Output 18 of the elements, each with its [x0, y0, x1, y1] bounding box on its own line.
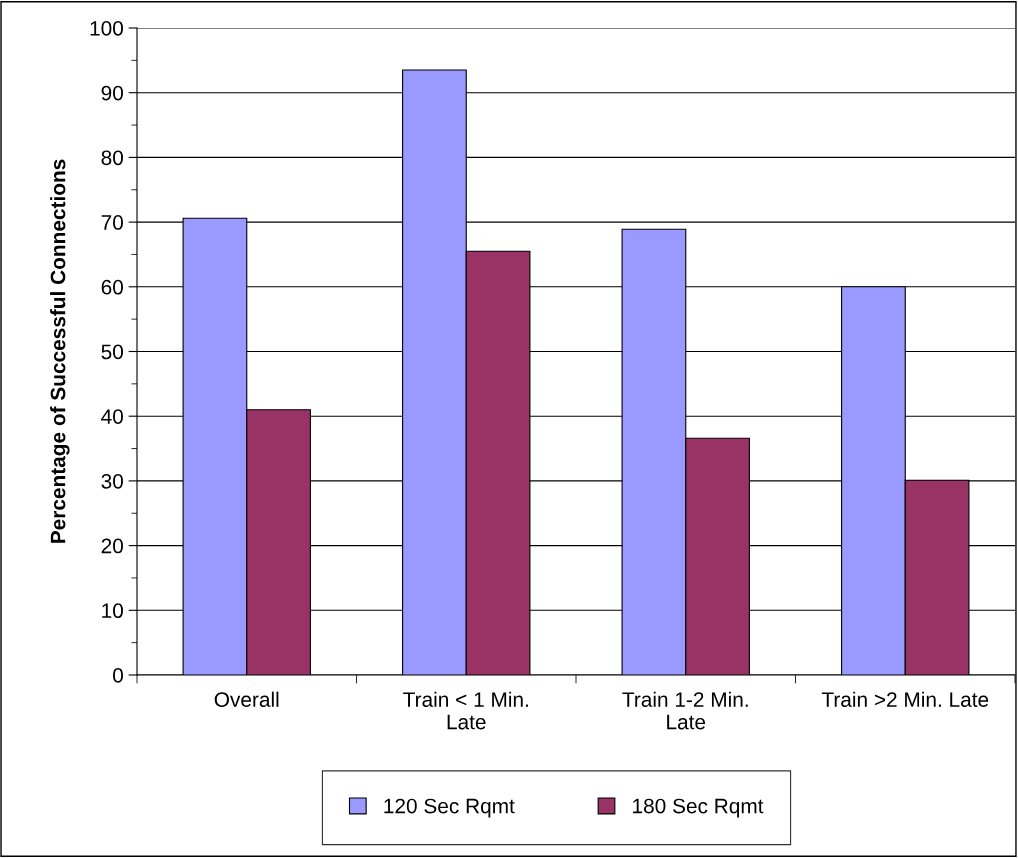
y-axis-title: Percentage of Successful Connections — [50, 159, 70, 543]
y-tick-label: 10 — [102, 603, 123, 619]
y-tick-label: 40 — [101, 409, 123, 424]
x-tick-label: Overall — [214, 691, 279, 707]
y-tick-label: 50 — [101, 344, 123, 360]
y-tick-label: 0 — [113, 668, 123, 683]
y-tick-label: 80 — [101, 150, 123, 166]
y-tick-label: 20 — [101, 538, 123, 554]
x-tick-label: Train >2 Min. Late — [821, 691, 989, 707]
y-tick-label: 30 — [101, 473, 123, 489]
legend-label: 120 Sec Rqmt — [384, 798, 515, 818]
x-tick-label: Train 1-2 Min. Late — [622, 691, 748, 730]
y-tick-label: 60 — [101, 279, 123, 295]
y-tick-label: 70 — [101, 215, 123, 230]
y-tick-label: 90 — [101, 85, 123, 101]
y-tick-label: 100 — [90, 21, 123, 36]
x-tick-label: Train < 1 Min. Late — [403, 691, 528, 730]
legend-label: 180 Sec Rqmt — [633, 798, 764, 818]
